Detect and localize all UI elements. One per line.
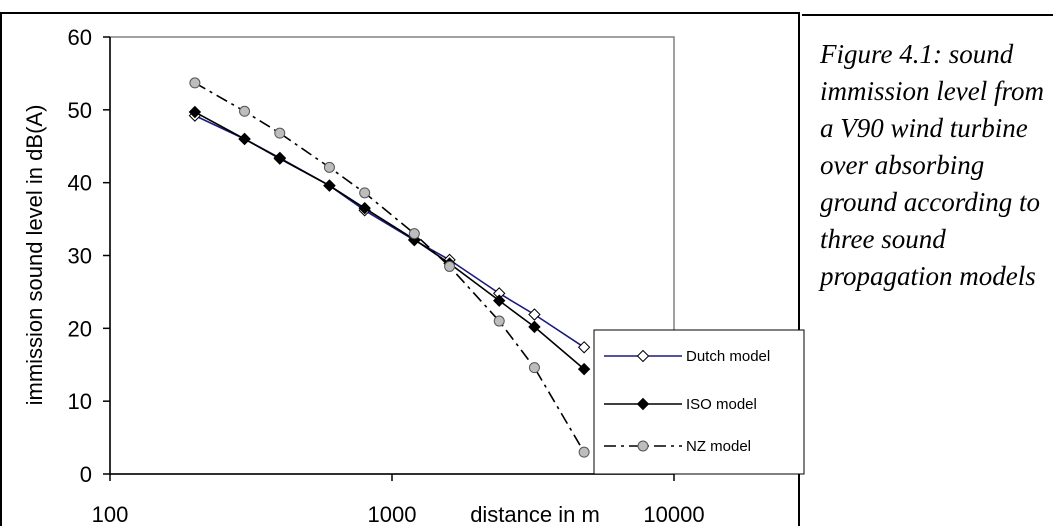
series-line xyxy=(194,82,585,453)
x-tick-label: 100 xyxy=(92,502,129,527)
y-tick-label: 40 xyxy=(68,171,92,196)
chart-frame xyxy=(0,12,800,526)
data-point xyxy=(577,362,591,376)
data-point xyxy=(359,187,371,199)
figure-caption: Figure 4.1: sound immission level from a… xyxy=(820,39,1044,291)
data-point xyxy=(274,127,286,139)
y-tick-label: 50 xyxy=(68,98,92,123)
caption-box: Figure 4.1: sound immission level from a… xyxy=(802,14,1053,354)
y-tick-label: 60 xyxy=(68,25,92,50)
series-line xyxy=(194,111,585,370)
data-point xyxy=(578,446,590,458)
legend-marker xyxy=(636,349,650,363)
data-point xyxy=(528,308,541,321)
legend-label: NZ model xyxy=(686,438,751,455)
data-point xyxy=(273,152,286,165)
legend-marker xyxy=(637,440,649,452)
data-point xyxy=(238,132,251,146)
y-tick-label: 30 xyxy=(68,244,92,269)
legend-label: ISO model xyxy=(686,396,757,413)
y-tick-label: 10 xyxy=(68,389,92,414)
y-tick-label: 20 xyxy=(68,316,92,341)
data-point xyxy=(189,77,201,89)
y-tick-label: 0 xyxy=(80,462,92,487)
legend-label: Dutch model xyxy=(686,348,770,365)
x-tick-label: 1000 xyxy=(368,502,417,527)
data-point xyxy=(408,228,420,240)
data-point xyxy=(493,294,506,307)
data-point xyxy=(444,260,456,272)
data-point xyxy=(528,320,541,334)
legend: Dutch model ISO model NZ model xyxy=(593,329,805,475)
data-point xyxy=(323,179,336,192)
y-axis-title: immission sound level in dB(A) xyxy=(22,105,47,406)
series-nz-model xyxy=(189,77,590,458)
data-point xyxy=(323,161,335,173)
axes: 0 10 20 30 40 50 60 100 1000 10000 distance in m im… xyxy=(22,25,705,527)
plot-area xyxy=(109,36,675,475)
data-point xyxy=(493,315,505,327)
data-point xyxy=(358,201,371,215)
data-point xyxy=(577,341,591,354)
legend-box xyxy=(593,329,805,475)
x-tick-label: 10000 xyxy=(643,502,704,527)
data-point xyxy=(528,362,540,374)
series-layer xyxy=(188,77,591,458)
data-point xyxy=(188,105,202,119)
x-axis-title: distance in m xyxy=(470,502,600,527)
legend-marker xyxy=(636,397,650,411)
data-point xyxy=(239,105,251,117)
